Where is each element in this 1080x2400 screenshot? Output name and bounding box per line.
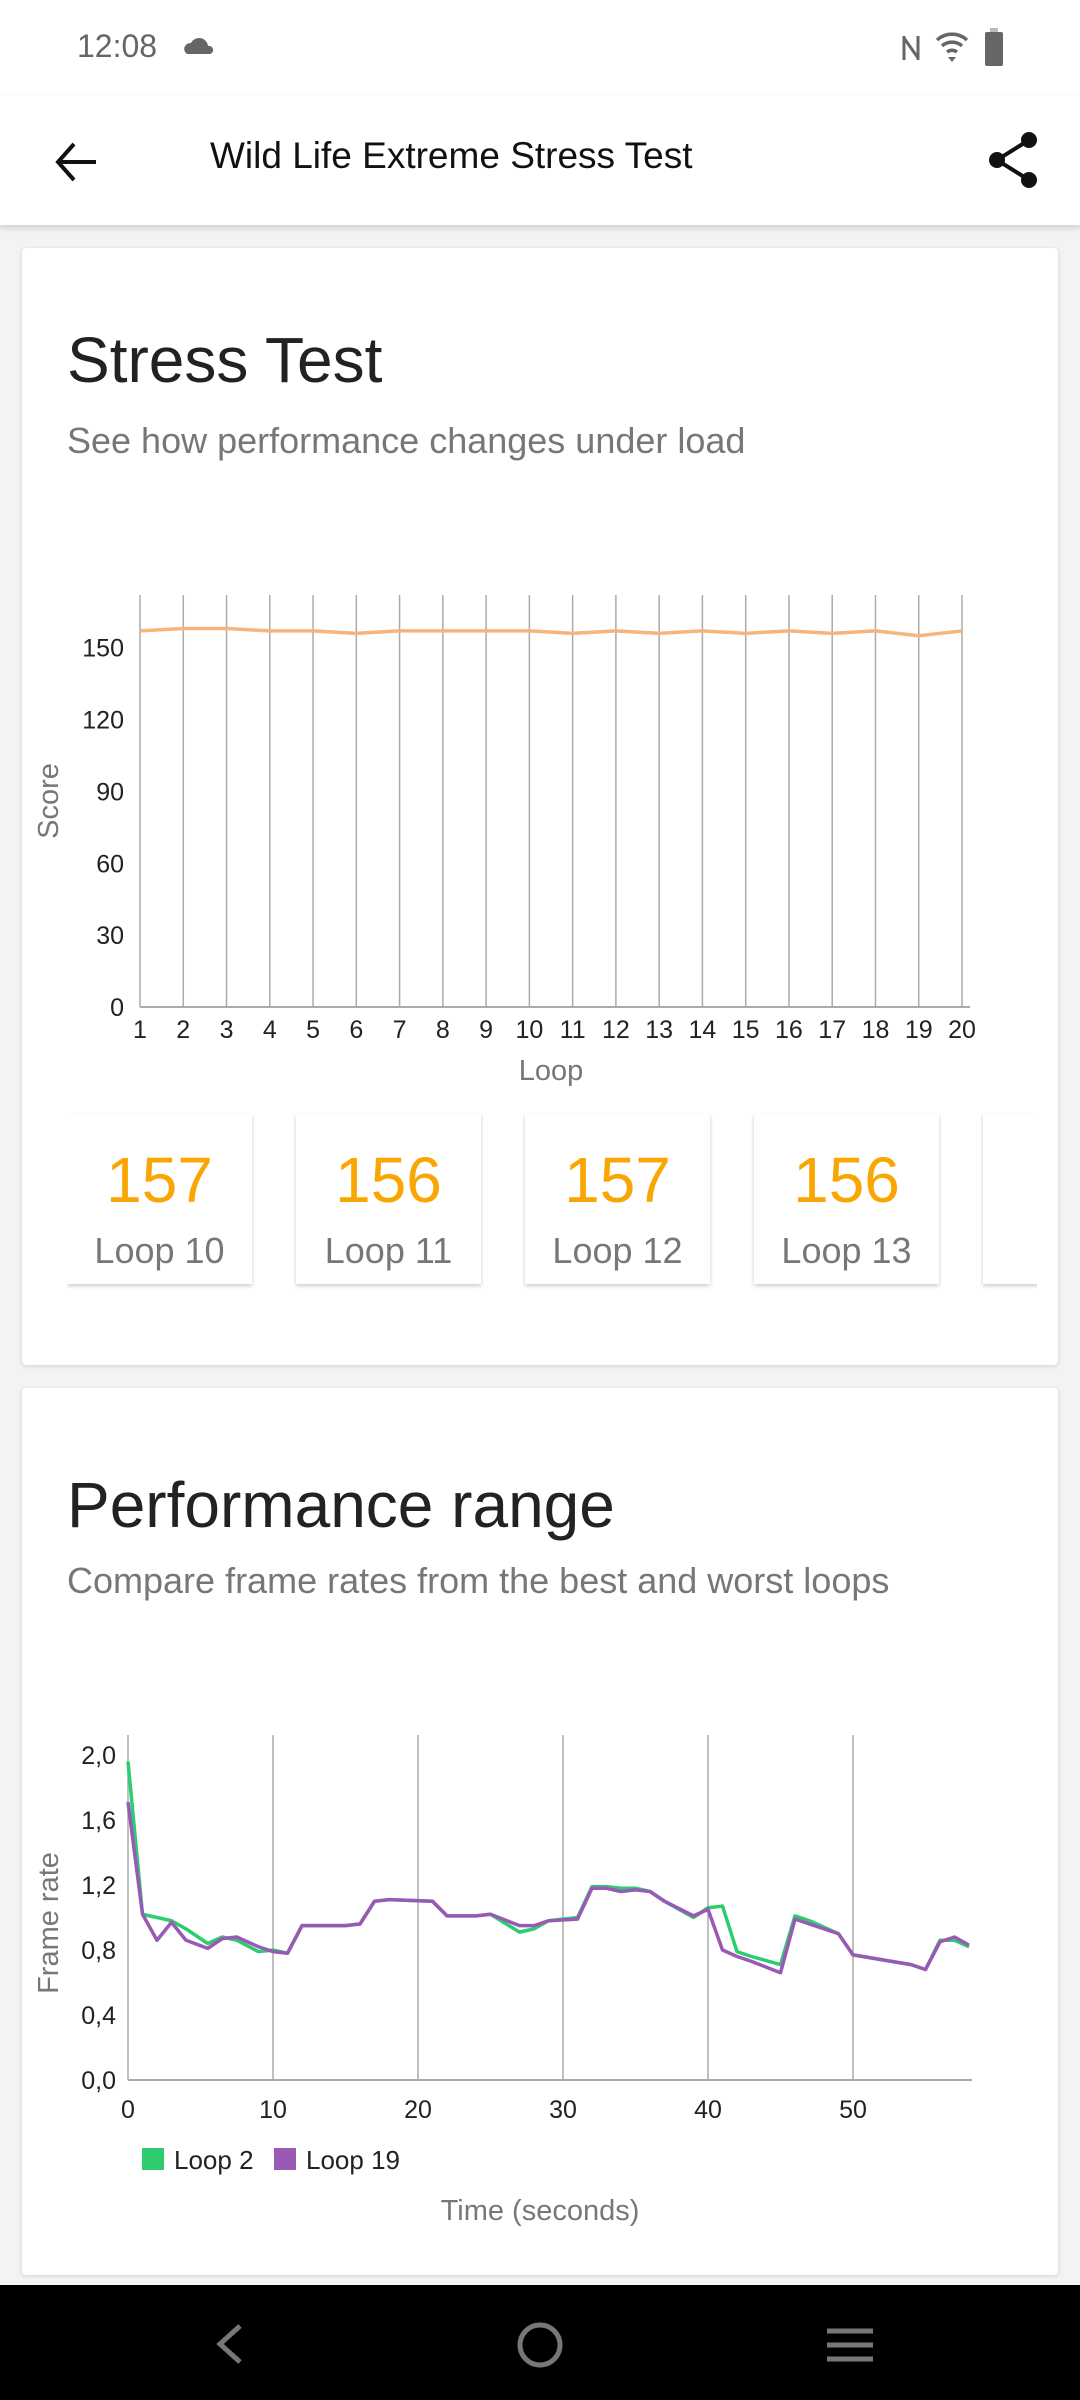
loop-score-label: L bbox=[983, 1230, 1037, 1272]
x-tick-label: 40 bbox=[694, 2096, 722, 2124]
stress-test-card: Stress Test See how performance changes … bbox=[22, 248, 1058, 1365]
x-tick-label: 50 bbox=[839, 2096, 867, 2124]
battery-icon bbox=[985, 28, 1003, 66]
loop-score-label: Loop 11 bbox=[324, 1230, 453, 1271]
loop-score-label: Loop 12 bbox=[552, 1230, 683, 1271]
score-line bbox=[139, 626, 963, 638]
wifi-icon bbox=[935, 32, 969, 62]
x-tick-label: 1 bbox=[133, 1016, 147, 1044]
nfc-icon bbox=[902, 36, 920, 60]
x-tick-label: 16 bbox=[775, 1016, 803, 1044]
y-axis-label: Score bbox=[33, 763, 65, 839]
x-tick-label: 17 bbox=[818, 1016, 846, 1044]
page-title: Wild Life Extreme Stress Test bbox=[210, 135, 693, 176]
legend-label: Loop 2 bbox=[174, 2145, 254, 2175]
series-line-loop-19 bbox=[126, 1801, 970, 1975]
x-tick-label: 19 bbox=[905, 1016, 933, 1044]
card-title: Performance range bbox=[67, 1469, 615, 1541]
x-axis-label: Loop bbox=[519, 1055, 584, 1087]
y-tick-label: 1,2 bbox=[81, 1872, 116, 1900]
card-subtitle: See how performance changes under load bbox=[67, 420, 746, 461]
app-bar: Wild Life Extreme Stress Test bbox=[0, 95, 1080, 225]
x-tick-label: 11 bbox=[560, 1016, 586, 1044]
nav-recents-icon[interactable] bbox=[825, 2327, 875, 2363]
nav-home-icon[interactable] bbox=[515, 2320, 565, 2370]
loop-score-card[interactable]: 157 Loop 12 bbox=[525, 1114, 710, 1284]
loop-score-value: 156 bbox=[793, 1144, 900, 1216]
score-chart: 1 2 3 4 5 6 7 8 9 10 11 12 13 14 15 16 17 18 19 20030609012… bbox=[33, 595, 976, 1087]
x-tick-label: 0 bbox=[121, 2096, 135, 2124]
legend-swatch bbox=[274, 2148, 296, 2170]
performance-range-card: Performance range Compare frame rates fr… bbox=[22, 1388, 1058, 2275]
x-tick-label: 18 bbox=[862, 1016, 890, 1044]
loop-scores-carousel[interactable]: 157 Loop 10 156 Loop 11 157 Loop 12 156 Loop 13… bbox=[67, 1098, 1037, 1303]
loop-score-card[interactable]: 157 Loop 10 bbox=[67, 1114, 252, 1284]
y-tick-label: 150 bbox=[82, 635, 124, 663]
loop-score-value: 157 bbox=[564, 1144, 671, 1216]
loop-score-value: 156 bbox=[335, 1144, 442, 1216]
x-tick-label: 30 bbox=[549, 2096, 577, 2124]
x-tick-label: 5 bbox=[306, 1016, 320, 1044]
nav-back-icon[interactable] bbox=[210, 2322, 250, 2366]
legend-swatch bbox=[142, 2148, 164, 2170]
x-tick-label: 10 bbox=[515, 1016, 543, 1044]
y-axis-label: Frame rate bbox=[33, 1852, 65, 1994]
cloud-icon bbox=[184, 38, 214, 54]
loop-score-value: 1 bbox=[983, 1148, 1037, 1212]
card-title: Stress Test bbox=[67, 324, 383, 396]
navigation-bar bbox=[0, 2285, 1080, 2400]
y-tick-label: 0,0 bbox=[81, 2067, 116, 2095]
y-tick-label: 90 bbox=[96, 778, 124, 806]
x-tick-label: 9 bbox=[479, 1016, 493, 1044]
x-tick-label: 6 bbox=[349, 1016, 363, 1044]
x-tick-label: 8 bbox=[436, 1016, 450, 1044]
loop-score-card[interactable]: 1L bbox=[983, 1114, 1037, 1284]
x-tick-label: 13 bbox=[645, 1016, 673, 1044]
x-tick-label: 12 bbox=[602, 1016, 630, 1044]
y-tick-label: 30 bbox=[96, 922, 124, 950]
share-icon[interactable] bbox=[985, 130, 1041, 190]
x-tick-label: 10 bbox=[259, 2096, 287, 2124]
status-time: 12:08 bbox=[77, 28, 158, 64]
x-tick-label: 15 bbox=[732, 1016, 760, 1044]
x-tick-label: 2 bbox=[176, 1016, 190, 1044]
x-tick-label: 4 bbox=[263, 1016, 277, 1044]
x-axis-label: Time (seconds) bbox=[441, 2195, 640, 2227]
x-tick-label: 20 bbox=[948, 1016, 976, 1044]
loop-score-value: 157 bbox=[106, 1144, 213, 1216]
frame-rate-chart: 0 10 20 30 40 50 0,0 0,4 0,8 1,2 1,6 2,0 Frame rate T… bbox=[33, 1735, 972, 2227]
y-tick-label: 0,8 bbox=[81, 1937, 116, 1965]
y-tick-label: 0,4 bbox=[81, 2002, 116, 2030]
loop-score-label: Loop 10 bbox=[94, 1230, 225, 1271]
x-tick-label: 3 bbox=[220, 1016, 234, 1044]
legend-label: Loop 19 bbox=[306, 2145, 400, 2175]
loop-score-label: Loop 13 bbox=[781, 1230, 912, 1271]
x-tick-label: 7 bbox=[393, 1016, 407, 1044]
y-tick-label: 0 bbox=[110, 994, 124, 1022]
arrow-left-icon[interactable] bbox=[52, 138, 100, 186]
y-tick-label: 120 bbox=[82, 707, 124, 735]
y-tick-label: 1,6 bbox=[81, 1807, 116, 1835]
y-tick-label: 2,0 bbox=[81, 1742, 116, 1770]
y-tick-label: 60 bbox=[96, 850, 124, 878]
x-tick-label: 14 bbox=[689, 1016, 717, 1044]
loop-score-card[interactable]: 156 Loop 11 bbox=[296, 1114, 481, 1284]
card-subtitle: Compare frame rates from the best and wo… bbox=[67, 1560, 890, 1601]
status-bar: 12:08 bbox=[0, 0, 1080, 95]
x-tick-label: 20 bbox=[404, 2096, 432, 2124]
loop-score-card[interactable]: 156 Loop 13 bbox=[754, 1114, 939, 1284]
